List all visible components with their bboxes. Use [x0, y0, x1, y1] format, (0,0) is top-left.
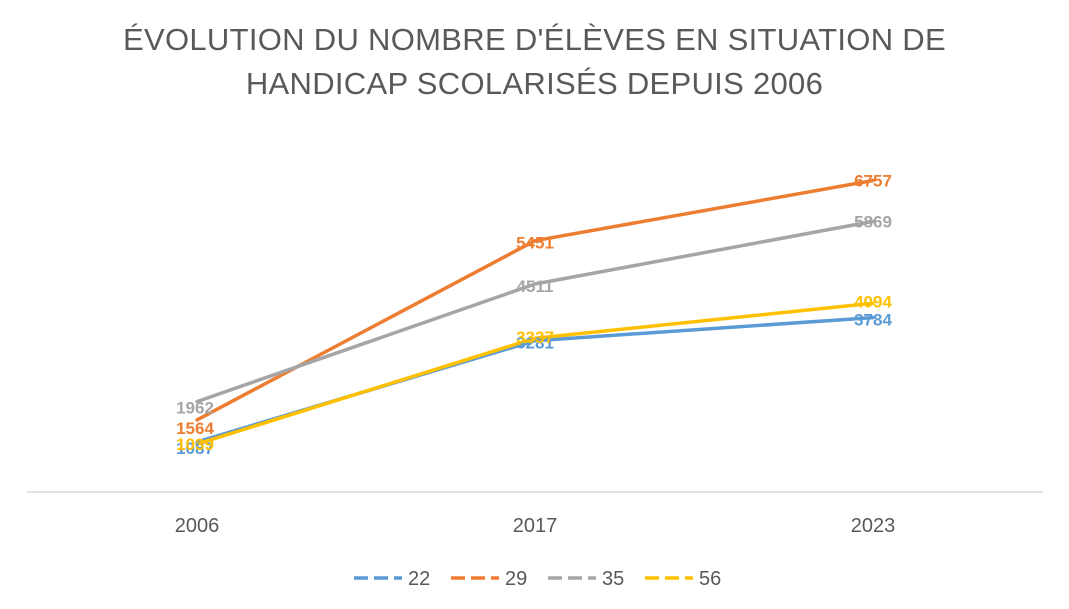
data-label-56-2006: 1039	[176, 435, 214, 454]
series-line-29	[195, 178, 875, 422]
series-line-56	[195, 301, 875, 446]
x-tick-label-2023: 2023	[851, 515, 896, 537]
legend-label-35: 35	[602, 568, 624, 590]
data-label-22-2023: 3784	[854, 311, 892, 330]
legend-label-29: 29	[505, 568, 527, 590]
chart-title-line-1: ÉVOLUTION DU NOMBRE D'ÉLÈVES EN SITUATIO…	[123, 22, 946, 57]
x-tick-label-2017: 2017	[513, 515, 558, 537]
data-label-29-2023: 6757	[854, 172, 892, 191]
data-label-35-2006: 1962	[176, 399, 214, 418]
data-label-22-2006: 1087	[176, 439, 214, 458]
data-label-35-2023: 5869	[854, 212, 892, 231]
data-label-29-2006: 1564	[176, 419, 214, 438]
series-line-35	[195, 219, 875, 404]
x-tick-label-2006: 2006	[175, 515, 220, 537]
data-label-35-2017: 4511	[517, 277, 554, 296]
data-label-56-2023: 4094	[854, 292, 892, 311]
data-label-29-2017: 5451	[516, 234, 554, 253]
data-label-22-2017: 3281	[516, 334, 554, 353]
chart-title-line-2: HANDICAP SCOLARISÉS DEPUIS 2006	[245, 66, 824, 101]
data-label-56-2017: 3337	[516, 328, 554, 347]
legend-label-56: 56	[699, 568, 721, 590]
legend-label-22: 22	[408, 568, 430, 590]
